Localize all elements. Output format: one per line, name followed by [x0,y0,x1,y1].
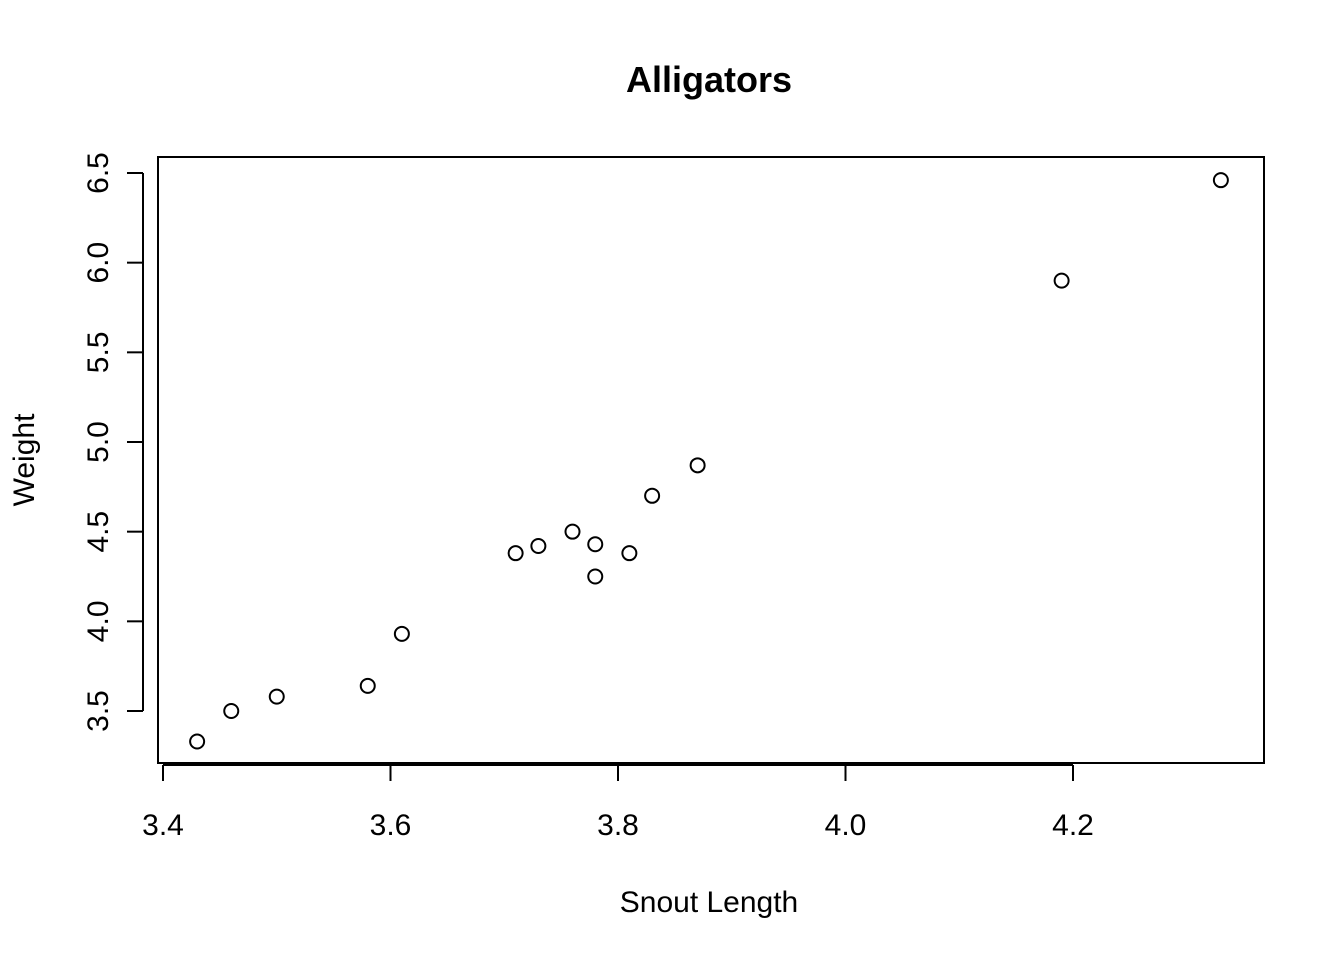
data-point [223,703,240,719]
x-tick-label: 3.8 [597,809,639,842]
y-axis-label: Weight [8,413,41,506]
data-point [530,538,547,555]
data-point [507,545,524,562]
data-point [587,568,604,585]
x-axis: 3.4 3.6 3.8 4.0 4.2 [142,764,1094,842]
x-tick-label: 4.2 [1052,809,1094,842]
data-point [644,487,661,504]
data-point [268,688,285,705]
y-tick-label: 4.0 [82,600,115,642]
data-points [189,172,1229,750]
data-point [189,733,206,750]
plot-area-frame [157,156,1265,764]
x-axis-label: Snout Length [620,886,799,919]
chart-title: Alligators [626,59,792,100]
data-point [621,545,638,562]
x-tick-label: 4.0 [825,809,867,842]
data-point [359,677,376,694]
y-tick-label: 5.5 [82,331,115,373]
x-tick-label: 3.6 [370,809,412,842]
data-point [393,625,410,642]
y-tick-label: 4.5 [82,511,115,553]
data-point [689,457,706,474]
y-tick-label: 5.0 [82,421,115,463]
data-point [587,536,604,553]
y-tick-label: 3.5 [82,690,115,732]
data-point [564,523,581,540]
x-tick-label: 3.4 [142,809,184,842]
data-point [1212,172,1229,189]
y-axis: 3.5 4.0 4.5 5.0 5.5 6.0 6.5 [82,152,144,732]
y-tick-label: 6.5 [82,152,115,194]
data-point [1053,272,1070,289]
y-tick-label: 6.0 [82,242,115,284]
